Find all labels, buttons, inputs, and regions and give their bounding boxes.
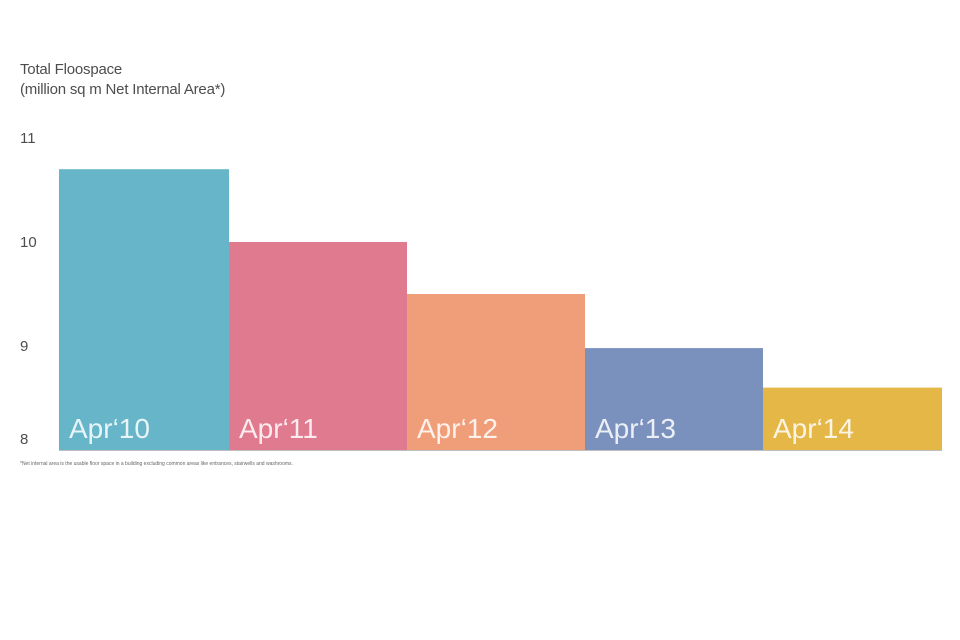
bar <box>763 387 942 450</box>
y-tick-label: 9 <box>20 338 28 355</box>
bar <box>229 242 407 450</box>
bar-category-label: Apr‘13 <box>595 413 676 444</box>
bar <box>59 169 229 450</box>
bar-category-label: Apr‘12 <box>417 413 498 444</box>
y-tick-label: 11 <box>20 130 36 147</box>
bar <box>407 294 585 450</box>
chart-footnote: *Net internal area is the usable floor s… <box>20 461 293 467</box>
bar-category-label: Apr‘10 <box>69 413 150 444</box>
y-tick-label: 10 <box>20 234 37 251</box>
bar-category-label: Apr‘11 <box>239 413 318 444</box>
bar-category-label: Apr‘14 <box>773 413 854 444</box>
chart-title-block: Total Floospace (million sq m Net Intern… <box>20 60 225 100</box>
y-tick-label: 8 <box>20 431 28 448</box>
chart-subtitle: (million sq m Net Internal Area*) <box>20 81 226 98</box>
bar <box>585 348 763 450</box>
chart-title: Total Floospace <box>20 61 123 78</box>
